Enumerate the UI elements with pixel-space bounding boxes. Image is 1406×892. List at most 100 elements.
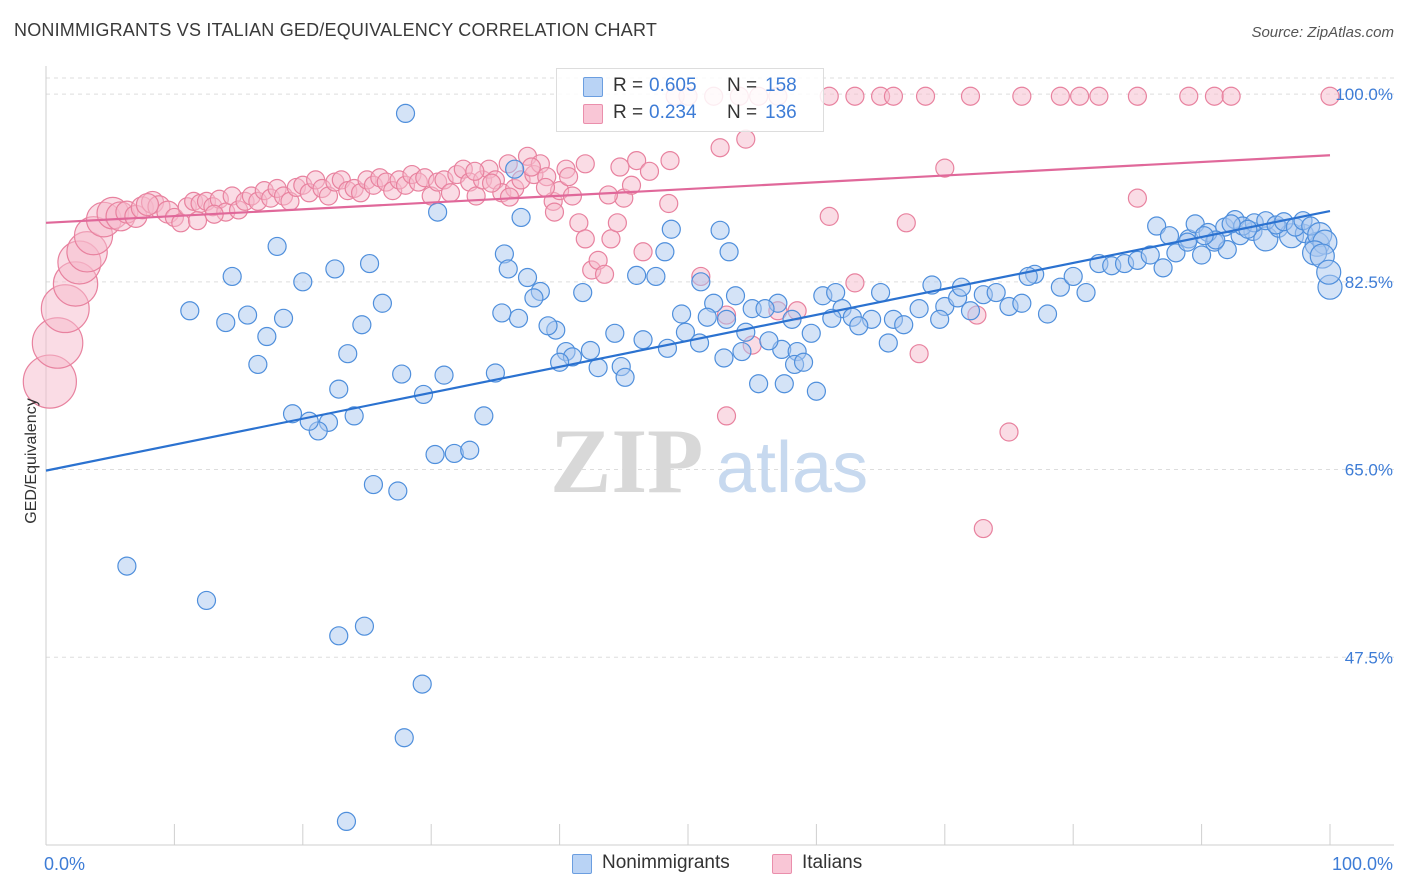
data-point [1012, 86, 1032, 106]
grid-lines [46, 77, 1394, 658]
n-value-pink: 136 [765, 102, 797, 123]
data-point [655, 242, 675, 262]
data-point [434, 365, 454, 385]
data-point [440, 183, 461, 203]
data-point [774, 374, 794, 394]
data-point [1316, 259, 1342, 285]
data-point [216, 312, 236, 333]
data-point [1159, 226, 1180, 246]
data-point [601, 229, 621, 249]
x-tick-label: 0.0% [44, 854, 85, 874]
data-point [575, 229, 595, 249]
data-point [558, 167, 579, 187]
data-point [697, 307, 717, 327]
data-point [845, 86, 865, 106]
data-point [716, 406, 737, 426]
data-point [538, 316, 558, 336]
data-point [1204, 86, 1225, 106]
data-point [793, 352, 814, 372]
data-point [521, 157, 541, 177]
data-point [580, 340, 601, 361]
data-point [878, 333, 898, 353]
data-point [1012, 293, 1032, 313]
italians-swatch [772, 854, 792, 874]
data-point [1070, 86, 1090, 106]
data-point [671, 304, 692, 324]
data-point [481, 173, 502, 193]
data-point [806, 381, 827, 401]
data-point [196, 590, 217, 611]
data-point [363, 474, 384, 495]
data-point [444, 443, 464, 464]
data-point [1153, 258, 1173, 278]
data-point [117, 556, 137, 576]
data-point [607, 213, 627, 233]
data-point [394, 728, 414, 748]
data-point [460, 440, 480, 460]
data-point [372, 293, 393, 313]
watermark-zip: ZIP [550, 410, 703, 512]
data-point [1089, 86, 1109, 106]
data-point [329, 626, 349, 646]
data-point [621, 175, 642, 195]
data-point [646, 266, 666, 287]
data-point [633, 330, 653, 350]
data-point [1037, 304, 1058, 324]
n-label-blue: N = [727, 75, 758, 96]
data-point [710, 138, 730, 158]
data-point [639, 161, 660, 181]
legend-label-italians: Italians [802, 852, 863, 873]
data-point [598, 185, 618, 205]
data-point [822, 308, 842, 328]
data-point [909, 344, 929, 364]
data-point [511, 207, 531, 228]
r-label-blue: R = [613, 75, 644, 96]
data-point [1076, 282, 1096, 303]
data-point [517, 267, 538, 288]
data-point [1050, 86, 1070, 106]
data-point [498, 259, 518, 279]
trend-lines [45, 154, 1331, 472]
data-point [544, 202, 565, 222]
y-tick-label: 82.5% [1345, 273, 1393, 292]
data-point [716, 309, 737, 329]
legend-label-nonimmigrants: Nonimmigrants [602, 852, 730, 873]
r-value-blue: 0.605 [649, 75, 697, 96]
data-point [352, 315, 372, 335]
data-point [627, 151, 647, 171]
data-point [1140, 245, 1160, 265]
data-point [392, 364, 412, 384]
watermark: ZIP atlas [550, 410, 868, 512]
data-point [801, 323, 821, 343]
data-point [894, 315, 914, 335]
nonimmigrants-swatch [572, 854, 592, 874]
data-point [575, 154, 595, 174]
data-point [282, 404, 303, 424]
data-point [819, 206, 839, 226]
data-point [299, 411, 319, 431]
data-point [714, 348, 734, 368]
y-tick-label: 65.0% [1345, 461, 1393, 480]
data-point [732, 341, 752, 362]
data-point [485, 363, 505, 383]
data-point [845, 273, 865, 293]
data-point [354, 616, 375, 636]
data-point [222, 266, 242, 287]
data-point [257, 326, 277, 347]
y-tick-label: 100.0% [1335, 85, 1393, 104]
data-point [736, 129, 756, 149]
data-point [615, 367, 635, 387]
r-value-pink: 0.234 [649, 102, 697, 123]
data-point [960, 86, 981, 106]
data-point [749, 374, 769, 394]
data-point [960, 301, 981, 321]
data-point [465, 161, 485, 181]
data-point [999, 422, 1019, 442]
nonimmigrants-points [117, 103, 1343, 832]
data-point [725, 286, 746, 306]
data-point [1179, 86, 1199, 106]
data-point [659, 193, 679, 214]
data-point [273, 308, 294, 328]
data-point [492, 303, 512, 323]
